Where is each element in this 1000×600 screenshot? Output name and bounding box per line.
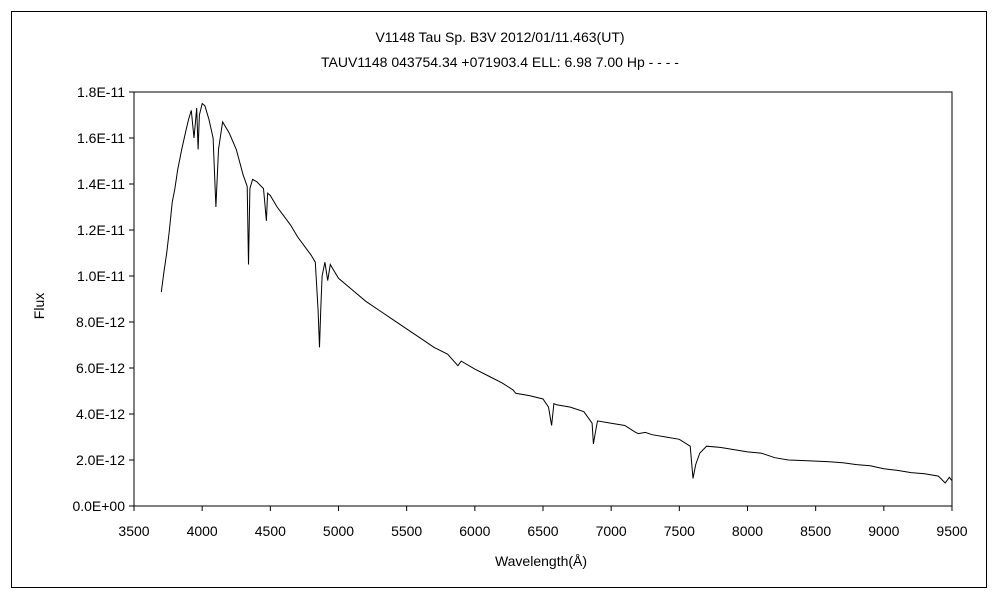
y-tick-label: 1.0E-11 <box>77 268 125 284</box>
x-tick-label: 9000 <box>868 523 899 539</box>
x-tick-label: 8000 <box>732 523 763 539</box>
y-tick-label: 4.0E-12 <box>76 406 125 422</box>
x-axis: 3500 4000 4500 5000 5500 6000 6500 7000 7500 8000… <box>118 506 968 539</box>
x-tick-label: 7000 <box>596 523 627 539</box>
y-tick-label: 1.8E-11 <box>77 84 125 100</box>
plot-area <box>133 91 953 507</box>
y-axis: 0.0E+00 2.0E-12 4.0E-12 6.0E-12 8.0E-12 1.0E-… <box>72 84 134 514</box>
x-tick-label: 4000 <box>187 523 218 539</box>
chart-subtitle: TAUV1148 043754.34 +071903.4 ELL: 6.98 7… <box>321 54 679 70</box>
x-axis-label: Wavelength(Å) <box>495 553 587 569</box>
y-tick-label: 1.2E-11 <box>77 222 125 238</box>
y-tick-label: 6.0E-12 <box>76 360 125 376</box>
x-tick-label: 7500 <box>664 523 695 539</box>
x-tick-label: 9500 <box>936 523 967 539</box>
y-tick-label: 0.0E+00 <box>72 498 125 514</box>
y-tick-label: 1.6E-11 <box>77 130 125 146</box>
x-tick-label: 3500 <box>118 523 149 539</box>
y-tick-label: 2.0E-12 <box>76 452 125 468</box>
y-tick-label: 8.0E-12 <box>76 314 125 330</box>
chart-title: V1148 Tau Sp. B3V 2012/01/11.463(UT) <box>375 29 624 45</box>
x-tick-label: 4500 <box>255 523 286 539</box>
chart-frame <box>11 11 987 588</box>
x-tick-label: 5500 <box>391 523 422 539</box>
y-axis-label: Flux <box>31 293 47 319</box>
y-tick-label: 1.4E-11 <box>77 176 125 192</box>
x-tick-label: 8500 <box>800 523 831 539</box>
x-tick-label: 5000 <box>323 523 354 539</box>
spectrum-line <box>160 102 953 484</box>
x-tick-label: 6000 <box>459 523 490 539</box>
x-tick-label: 6500 <box>527 523 558 539</box>
